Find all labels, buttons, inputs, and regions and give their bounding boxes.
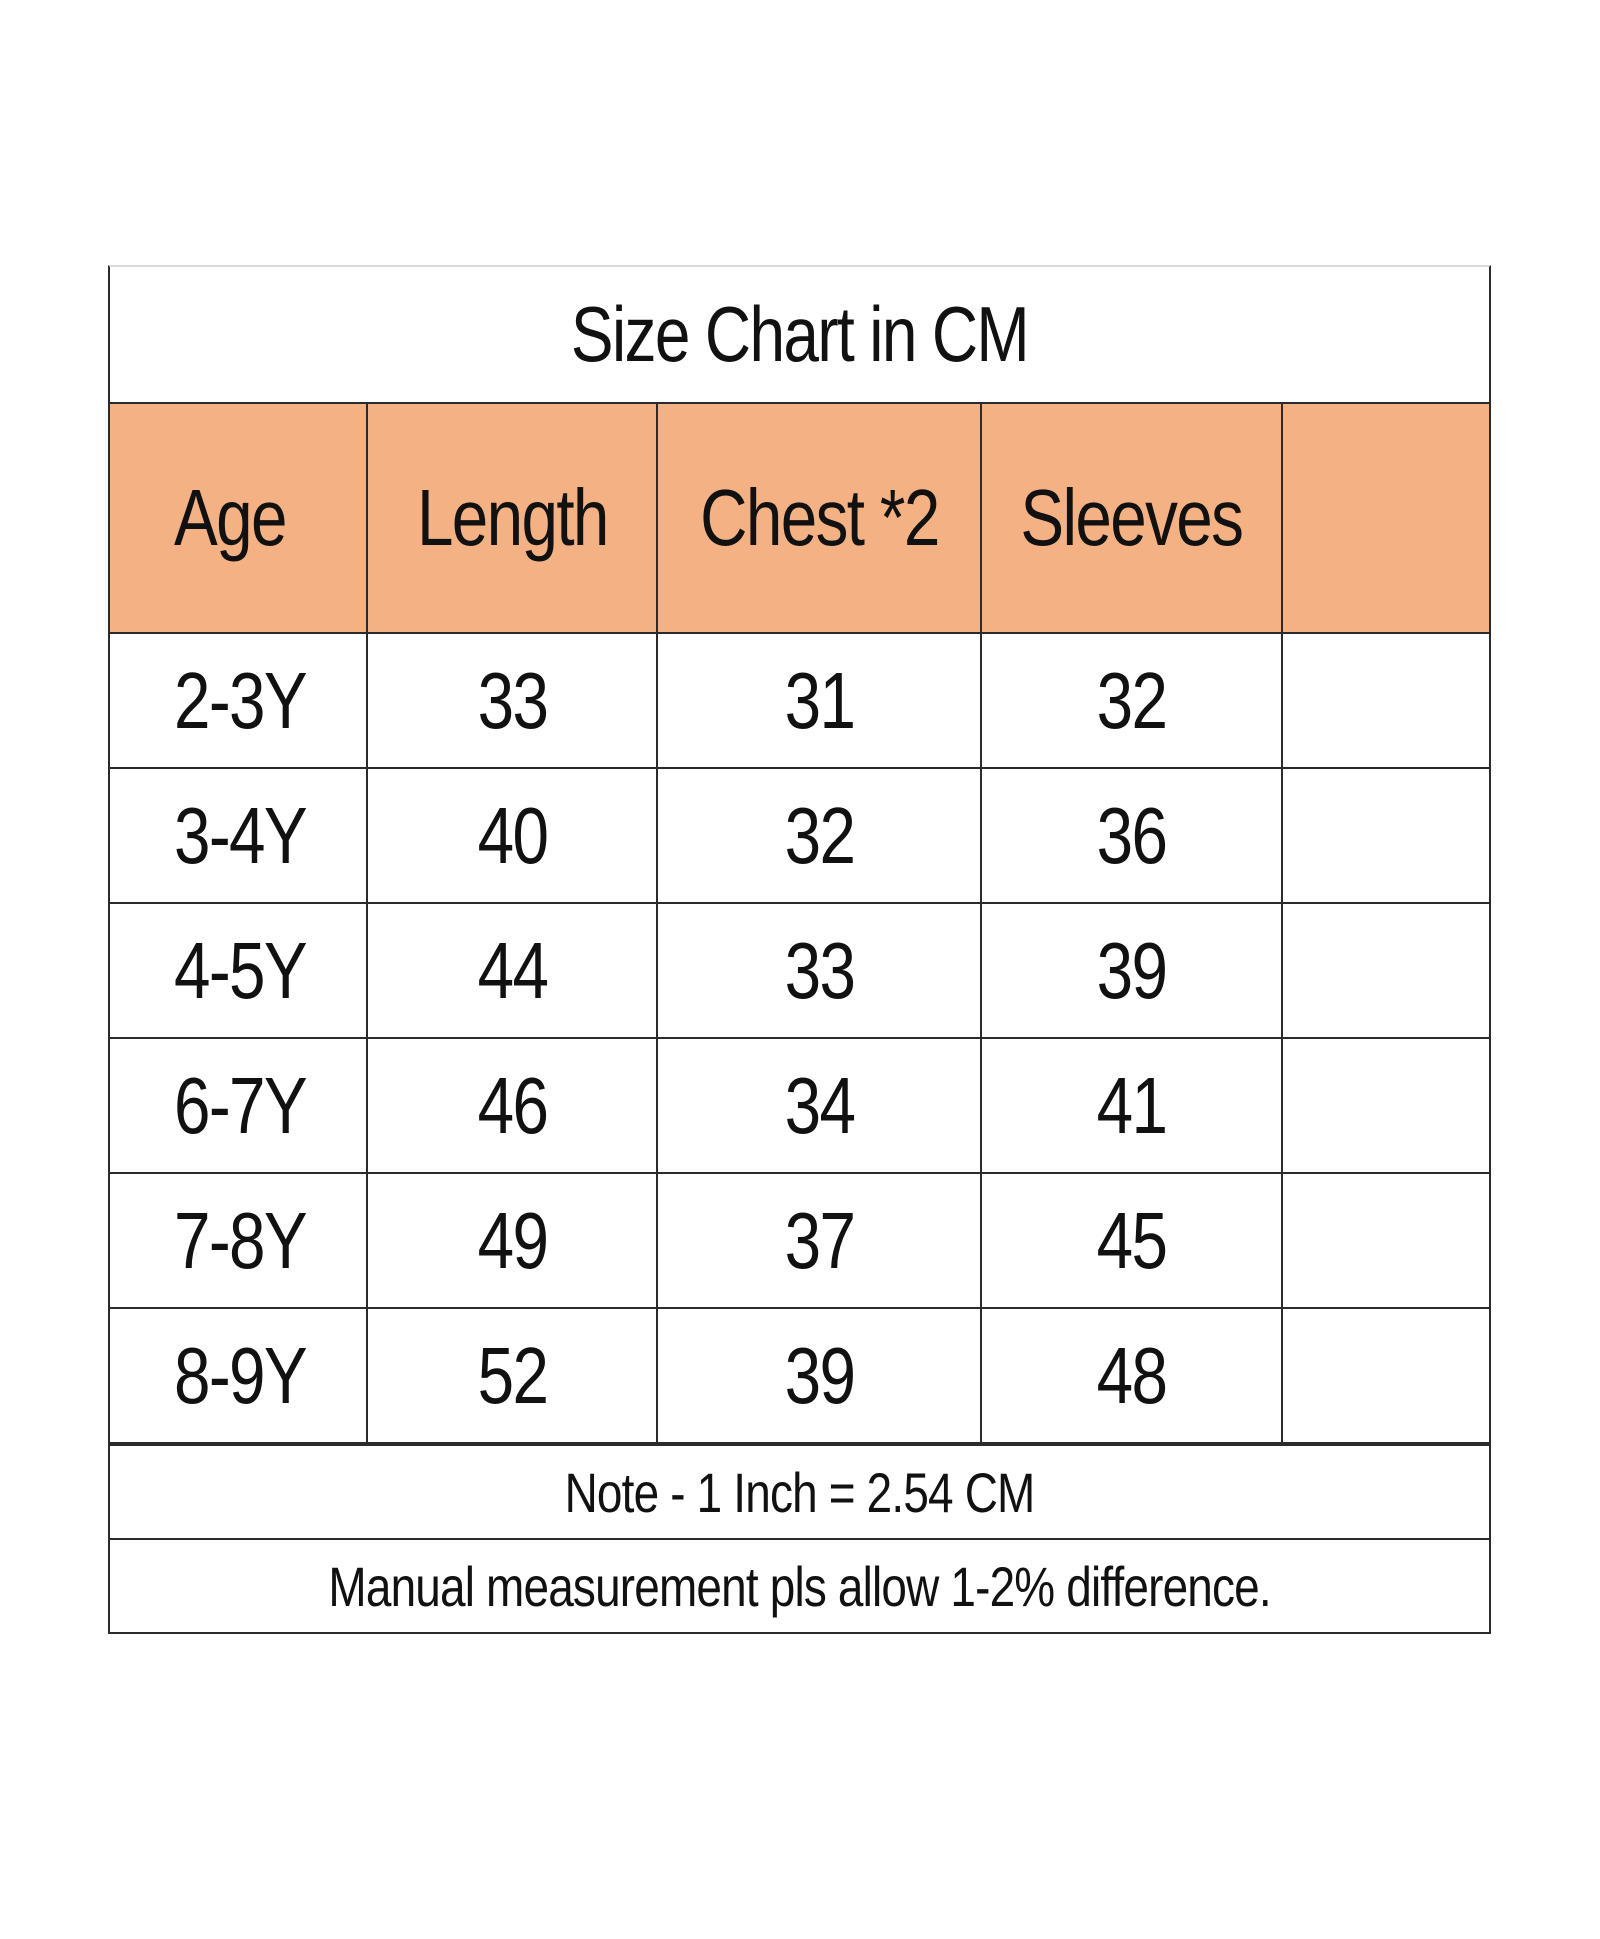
header-age: Age <box>110 402 368 634</box>
cell-length: 44 <box>366 902 658 1039</box>
cell-age: 4-5Y <box>110 902 368 1039</box>
header-empty <box>1281 402 1489 634</box>
measurement-note: Manual measurement pls allow 1-2% differ… <box>110 1538 1489 1632</box>
cell-chest: 31 <box>656 632 982 769</box>
header-length: Length <box>366 402 658 634</box>
cell-age: 3-4Y <box>110 767 368 904</box>
cell-chest: 39 <box>656 1307 982 1444</box>
cell-empty <box>1281 767 1489 904</box>
cell-age: 8-9Y <box>110 1307 368 1444</box>
cell-sleeves: 32 <box>980 632 1283 769</box>
table-row: 6-7Y 46 34 41 <box>110 1037 1489 1174</box>
cell-chest: 33 <box>656 902 982 1039</box>
cell-length: 49 <box>366 1172 658 1309</box>
cell-empty <box>1281 1037 1489 1174</box>
cell-sleeves: 41 <box>980 1037 1283 1174</box>
cell-empty <box>1281 1307 1489 1444</box>
cell-sleeves: 45 <box>980 1172 1283 1309</box>
size-table: Age Length Chest *2 Sleeves 2-3Y 33 31 3… <box>110 402 1489 1444</box>
table-row: 4-5Y 44 33 39 <box>110 902 1489 1039</box>
conversion-note-text: Note - 1 Inch = 2.54 CM <box>564 1460 1036 1524</box>
table-row: 3-4Y 40 32 36 <box>110 767 1489 904</box>
cell-sleeves: 48 <box>980 1307 1283 1444</box>
cell-sleeves: 39 <box>980 902 1283 1039</box>
table-row: 8-9Y 52 39 48 <box>110 1307 1489 1444</box>
measurement-note-text: Manual measurement pls allow 1-2% differ… <box>328 1554 1271 1618</box>
cell-empty <box>1281 902 1489 1039</box>
header-sleeves: Sleeves <box>980 402 1283 634</box>
table-row: 7-8Y 49 37 45 <box>110 1172 1489 1309</box>
cell-length: 46 <box>366 1037 658 1174</box>
cell-chest: 32 <box>656 767 982 904</box>
chart-title: Size Chart in CM <box>570 290 1030 378</box>
cell-empty <box>1281 1172 1489 1309</box>
cell-length: 52 <box>366 1307 658 1444</box>
cell-length: 40 <box>366 767 658 904</box>
cell-sleeves: 36 <box>980 767 1283 904</box>
cell-age: 6-7Y <box>110 1037 368 1174</box>
cell-age: 2-3Y <box>110 632 368 769</box>
conversion-note: Note - 1 Inch = 2.54 CM <box>110 1444 1489 1538</box>
header-row: Age Length Chest *2 Sleeves <box>110 402 1489 634</box>
cell-empty <box>1281 632 1489 769</box>
cell-age: 7-8Y <box>110 1172 368 1309</box>
cell-chest: 37 <box>656 1172 982 1309</box>
size-chart: Size Chart in CM Age Length Chest *2 Sle… <box>108 265 1491 1634</box>
header-chest: Chest *2 <box>656 402 982 634</box>
cell-length: 33 <box>366 632 658 769</box>
table-row: 2-3Y 33 31 32 <box>110 632 1489 769</box>
cell-chest: 34 <box>656 1037 982 1174</box>
